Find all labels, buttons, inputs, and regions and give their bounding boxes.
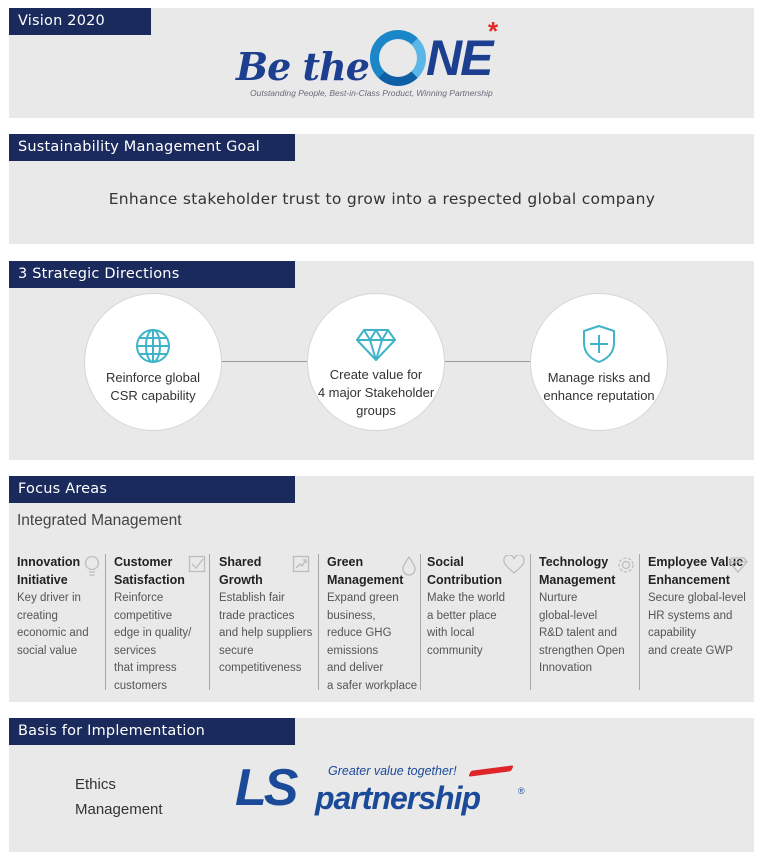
focus-title: Technology <box>539 555 609 569</box>
vision-label: Vision 2020 <box>9 8 151 35</box>
focus-title: Satisfaction <box>114 573 185 587</box>
direction-text: Reinforce global <box>106 370 200 385</box>
logo-star: * <box>488 16 499 46</box>
logo-registered-mark: ® <box>518 786 525 796</box>
logo-subtitle: Outstanding People, Best-in-Class Produc… <box>250 88 493 98</box>
directions-label: 3 Strategic Directions <box>9 261 295 288</box>
be-the-one-logo: Be the NE * Outstanding People, Best-in-… <box>236 16 516 102</box>
focus-title: Shared <box>219 555 262 569</box>
connector-line <box>220 361 308 362</box>
focus-area-technology: Technology Management Nurture global-lev… <box>539 553 639 678</box>
logo-partnership-text: partnership <box>315 780 481 816</box>
direction-text: Create value for <box>329 367 423 382</box>
column-divider <box>420 554 421 690</box>
column-divider <box>639 554 640 690</box>
logo-be-the-text: Be the <box>236 44 370 89</box>
focus-label: Focus Areas <box>9 476 295 503</box>
globe-icon <box>136 329 170 363</box>
focus-title: Contribution <box>427 573 502 587</box>
focus-title: Social <box>427 555 464 569</box>
focus-title: Employee Value <box>648 555 744 569</box>
direction-circle-1: Reinforce global CSR capability <box>84 293 222 431</box>
logo-o-ring <box>370 30 426 86</box>
focus-title: Enhancement <box>648 573 730 587</box>
integrated-management-subtitle: Integrated Management <box>17 512 182 529</box>
focus-desc: Reinforce competitive edge in quality/ s… <box>114 592 192 692</box>
focus-title: Management <box>539 573 616 587</box>
checkbox-icon <box>188 555 206 573</box>
focus-area-green: Green Management Expand green business, … <box>327 553 419 695</box>
focus-area-employee: Employee Value Enhancement Secure global… <box>648 553 752 660</box>
focus-desc: Nurture global-level R&D talent and stre… <box>539 592 625 674</box>
direction-text: Manage risks and <box>547 370 651 385</box>
focus-title: Initiative <box>17 573 68 587</box>
focus-title: Growth <box>219 573 263 587</box>
focus-title: Customer <box>114 555 173 569</box>
focus-desc: Secure global-level HR systems and capab… <box>648 592 746 657</box>
direction-text: 4 major Stakeholder <box>317 385 435 400</box>
growth-chart-icon <box>292 555 310 573</box>
diamond-outline-icon <box>728 557 748 573</box>
ethics-line: Management <box>75 801 163 818</box>
ls-partnership-logo: LS Greater value together! partnership ® <box>235 760 535 820</box>
leaf-drop-icon <box>402 555 416 576</box>
ethics-management-label: Ethics Management <box>75 772 163 822</box>
logo-ls-text: LS <box>235 759 298 817</box>
direction-circle-3: Manage risks and enhance reputation <box>530 293 668 431</box>
direction-text: CSR capability <box>110 388 196 403</box>
column-divider <box>105 554 106 690</box>
focus-area-innovation: Innovation Initiative Key driver in crea… <box>17 553 105 660</box>
shield-icon <box>583 325 615 363</box>
focus-area-social: Social Contribution Make the world a bet… <box>427 553 527 660</box>
focus-panel <box>9 476 754 702</box>
focus-title: Innovation <box>17 555 81 569</box>
focus-desc: Expand green business, reduce GHG emissi… <box>327 592 418 692</box>
direction-circle-2: Create value for 4 major Stakeholder gro… <box>307 293 445 431</box>
logo-tagline: Greater value together! <box>328 764 457 778</box>
focus-area-shared-growth: Shared Growth Establish fair trade pract… <box>219 553 315 678</box>
logo-ne-text: NE <box>426 30 493 86</box>
diamond-icon <box>356 329 396 361</box>
connector-line <box>444 361 532 362</box>
column-divider <box>318 554 319 690</box>
bulb-icon <box>84 555 100 576</box>
focus-desc: Key driver in creating economic and soci… <box>17 592 89 657</box>
heart-icon <box>503 555 525 574</box>
focus-desc: Make the world a better place with local… <box>427 592 505 657</box>
focus-desc: Establish fair trade practices and help … <box>219 592 313 674</box>
logo-swoosh <box>468 765 514 777</box>
focus-title: Management <box>327 573 404 587</box>
focus-title: Green <box>327 555 364 569</box>
gear-icon <box>618 557 634 573</box>
direction-text: groups <box>356 403 396 418</box>
column-divider <box>209 554 210 690</box>
basis-label: Basis for Implementation <box>9 718 295 745</box>
goal-statement: Enhance stakeholder trust to grow into a… <box>108 190 656 208</box>
goal-label: Sustainability Management Goal <box>9 134 295 161</box>
direction-text: enhance reputation <box>543 388 655 403</box>
ethics-line: Ethics <box>75 776 116 793</box>
focus-area-customer: Customer Satisfaction Reinforce competit… <box>114 553 208 695</box>
column-divider <box>530 554 531 690</box>
